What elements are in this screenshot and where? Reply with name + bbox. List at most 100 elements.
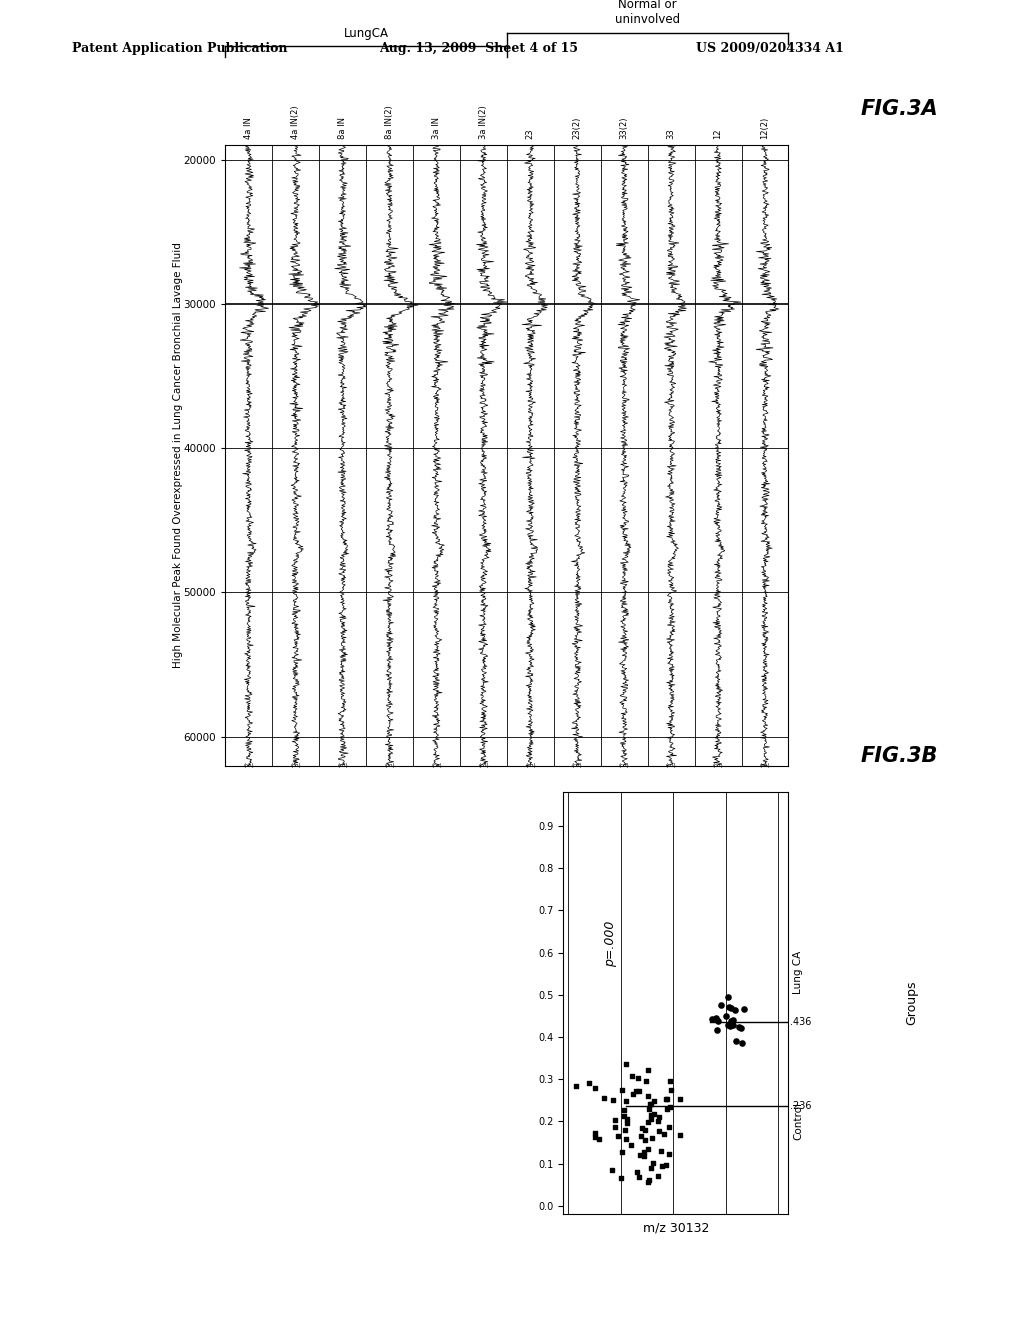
Text: (co): (co) [291,763,301,768]
Text: (co): (co) [666,763,677,768]
Point [631,1167,647,1188]
Text: (co): (co) [525,763,536,768]
Point [720,986,736,1007]
Point [639,1085,655,1106]
Point [643,1105,659,1126]
Text: FIG.3A: FIG.3A [860,99,938,119]
Point [641,1170,657,1191]
Point [662,1071,678,1092]
Text: Patent Application Publication: Patent Application Publication [72,42,287,55]
Point [723,1011,739,1032]
Text: (co): (co) [478,763,488,768]
Point [658,1098,675,1119]
Text: FIG.3B: FIG.3B [860,746,938,766]
Point [657,1088,674,1109]
Text: Groups: Groups [905,981,918,1026]
Point [703,1008,720,1030]
Text: p=.000: p=.000 [604,921,616,968]
Point [636,1146,652,1167]
Point [650,1106,667,1127]
Point [643,1158,659,1179]
Text: US 2009/0204334 A1: US 2009/0204334 A1 [696,42,844,55]
Point [642,1093,658,1114]
Point [646,1104,663,1125]
Point [722,1015,738,1036]
Text: .236: .236 [790,1101,811,1111]
Point [630,1068,646,1089]
Text: Normal or
uninvolved: Normal or uninvolved [615,0,680,26]
Point [615,1100,632,1121]
Point [637,1119,653,1140]
Point [644,1127,660,1148]
Text: Control: Control [793,1102,803,1140]
Point [731,1016,748,1038]
Point [636,1140,652,1162]
Y-axis label: High Molecular Peak Found Overexpressed in Lung Cancer Bronchial Lavage Fluid: High Molecular Peak Found Overexpressed … [173,243,183,668]
Point [616,1119,633,1140]
Point [605,1090,622,1111]
Point [617,1053,634,1074]
Point [625,1084,641,1105]
X-axis label: m/z 30132: m/z 30132 [643,1221,709,1234]
Point [637,1130,653,1151]
Text: Lung CA: Lung CA [793,952,803,994]
Point [654,1155,671,1176]
Point [662,1143,678,1164]
Point [610,1125,627,1146]
Point [632,1144,648,1166]
Text: (co): (co) [760,763,770,768]
Point [640,1059,656,1080]
Point [663,1078,679,1100]
Point [645,1090,662,1111]
Point [727,1030,743,1051]
Point [633,1125,649,1146]
Point [713,994,729,1015]
Text: 23(2): 23(2) [572,117,582,140]
Point [640,1138,656,1159]
Point [643,1094,659,1115]
Point [732,1018,749,1039]
Point [568,1074,585,1096]
Text: (co): (co) [713,763,723,768]
Text: 33(2): 33(2) [620,117,629,140]
Point [620,1109,636,1130]
Point [721,997,737,1018]
Text: (co): (co) [384,763,395,768]
Text: 23: 23 [526,129,535,140]
Text: Aug. 13, 2009  Sheet 4 of 15: Aug. 13, 2009 Sheet 4 of 15 [379,42,578,55]
Point [613,1142,630,1163]
Text: (co): (co) [572,763,583,768]
Point [604,1160,621,1181]
Point [596,1088,612,1109]
Point [618,1090,635,1111]
Text: (co): (co) [431,763,441,768]
Point [623,1134,639,1155]
Point [606,1110,623,1131]
Point [641,1098,657,1119]
Point [710,1010,726,1031]
Point [653,1140,670,1162]
Point [587,1077,603,1098]
Point [658,1089,675,1110]
Point [612,1168,629,1189]
Point [634,1118,650,1139]
Point [640,1111,656,1133]
Point [650,1110,667,1131]
Text: 8a IN: 8a IN [338,117,347,140]
Point [618,1113,635,1134]
Text: (co): (co) [244,763,254,768]
Point [658,1155,675,1176]
Point [672,1125,688,1146]
Point [734,1032,751,1053]
Point [644,1152,660,1173]
Point [587,1127,603,1148]
Text: (co): (co) [337,763,348,768]
Text: .436: .436 [790,1016,811,1027]
Text: 4a IN(2): 4a IN(2) [291,106,300,140]
Point [613,1080,630,1101]
Text: 12: 12 [714,129,723,140]
Text: 8a IN(2): 8a IN(2) [385,106,394,140]
Point [723,998,739,1019]
Point [649,1166,666,1187]
Point [587,1123,603,1144]
